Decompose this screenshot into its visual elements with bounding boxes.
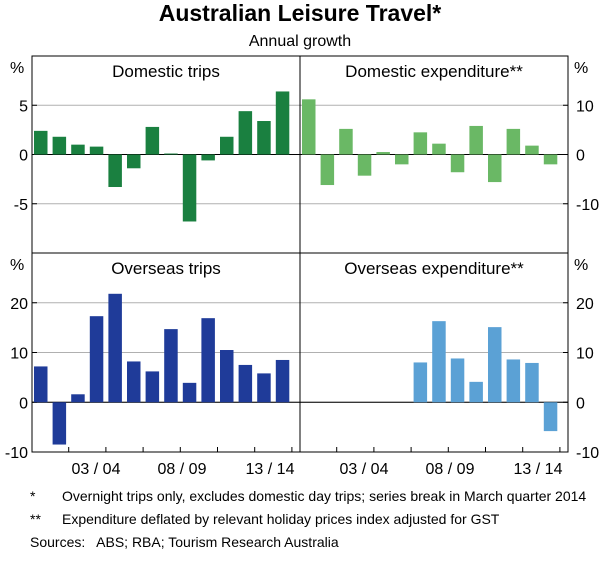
bar xyxy=(506,359,521,403)
y-tick-label: 10 xyxy=(576,346,594,363)
bar xyxy=(543,154,558,165)
panel-title: Overseas trips xyxy=(111,259,221,278)
bar xyxy=(127,154,141,169)
bar xyxy=(71,394,85,403)
bar xyxy=(413,362,428,403)
bar xyxy=(220,350,234,403)
bar xyxy=(488,327,502,403)
bar xyxy=(339,128,353,155)
chart-panel: 20 10 0 -10% Overseas trips xyxy=(5,257,300,462)
x-tick-label: 13 / 14 xyxy=(514,461,563,478)
y-unit-label: % xyxy=(10,257,24,274)
y-tick-label: 10 xyxy=(10,346,28,363)
chart-panel: 5 0 -5% Domestic trips xyxy=(10,60,300,222)
bar xyxy=(395,154,409,165)
bar xyxy=(257,373,271,403)
x-tick-label: 03 / 04 xyxy=(340,461,389,478)
y-tick-label: 0 xyxy=(19,148,28,165)
bar xyxy=(201,318,215,403)
chart-subtitle: Annual growth xyxy=(249,33,351,50)
y-tick-label: 5 xyxy=(19,98,28,115)
bar xyxy=(108,293,122,403)
bar xyxy=(450,154,465,173)
bar xyxy=(34,366,48,403)
chart-panel: 10 0 -10% Domestic expenditure** xyxy=(300,60,599,214)
bar xyxy=(525,362,539,403)
bar xyxy=(89,146,104,155)
bar xyxy=(302,99,316,155)
bar xyxy=(376,152,390,155)
bar xyxy=(543,402,558,432)
bar xyxy=(257,121,271,155)
y-tick-label: 10 xyxy=(576,98,594,115)
bar xyxy=(432,143,446,155)
bar xyxy=(127,361,141,403)
y-tick-label: 0 xyxy=(19,395,28,412)
bar xyxy=(320,154,335,186)
x-axis-ticks: 03 / 04 08 / 09 13 / 14 03 / 04 08 / 09 13 / … xyxy=(68,447,563,478)
bar xyxy=(182,382,197,403)
panel-title: Domestic trips xyxy=(112,62,220,81)
bar xyxy=(432,321,446,403)
y-unit-label: % xyxy=(10,60,24,77)
bar xyxy=(145,126,160,155)
y-unit-label: % xyxy=(574,257,588,274)
bar xyxy=(89,316,104,403)
footnote-text: Overnight trips only, excludes domestic … xyxy=(62,488,587,504)
bar xyxy=(238,364,253,403)
y-tick-label: -10 xyxy=(5,445,28,462)
y-tick-label: -10 xyxy=(576,197,599,214)
footnote-mark: ** xyxy=(30,511,41,527)
bar xyxy=(469,381,483,403)
x-tick-label: 08 / 09 xyxy=(158,461,207,478)
bar xyxy=(275,359,290,403)
bar xyxy=(71,144,85,155)
panel-title: Overseas expenditure** xyxy=(344,259,524,278)
sources-note: Sources: ABS; RBA; Tourism Research Aust… xyxy=(30,534,339,550)
x-tick-label: 03 / 04 xyxy=(72,461,121,478)
footnote-mark: * xyxy=(30,488,36,504)
bar xyxy=(488,154,502,183)
y-tick-label: -10 xyxy=(576,445,599,462)
bar xyxy=(469,125,483,155)
bar xyxy=(52,136,67,155)
chart-notes: * Overnight trips only, excludes domesti… xyxy=(30,488,590,551)
y-unit-label: % xyxy=(574,60,588,77)
footnote: ** Expenditure deflated by relevant holi… xyxy=(30,511,590,528)
bar xyxy=(238,111,253,155)
bar xyxy=(506,128,521,155)
y-tick-label: 20 xyxy=(10,296,28,313)
bar xyxy=(108,154,122,188)
y-tick-label: 0 xyxy=(576,148,585,165)
bar xyxy=(413,132,428,155)
bar xyxy=(357,154,372,176)
chart: Australian Leisure Travel* Annual growth… xyxy=(5,0,599,478)
y-tick-label: 20 xyxy=(576,296,594,313)
footnote-text: Expenditure deflated by relevant holiday… xyxy=(62,511,500,527)
bar xyxy=(145,371,160,403)
bar xyxy=(525,145,539,155)
bar xyxy=(34,130,48,155)
chart-panels: 5 0 -5% Domestic trips 10 0 -10% Domestic expen… xyxy=(5,60,599,462)
bar xyxy=(164,329,178,403)
bar xyxy=(220,136,234,155)
y-tick-label: -5 xyxy=(14,197,28,214)
footnote: * Overnight trips only, excludes domesti… xyxy=(30,488,590,505)
bar xyxy=(450,358,465,403)
chart-panel: 20 10 0 -10% Overseas expenditure** xyxy=(300,257,599,462)
bar xyxy=(201,154,215,161)
y-tick-label: 0 xyxy=(576,395,585,412)
x-tick-label: 08 / 09 xyxy=(426,461,475,478)
bar xyxy=(52,402,67,445)
panel-title: Domestic expenditure** xyxy=(345,62,523,81)
bar xyxy=(275,91,290,155)
bar xyxy=(164,153,178,155)
x-tick-label: 13 / 14 xyxy=(246,461,295,478)
bar xyxy=(182,154,197,222)
chart-title: Australian Leisure Travel* xyxy=(159,0,442,26)
